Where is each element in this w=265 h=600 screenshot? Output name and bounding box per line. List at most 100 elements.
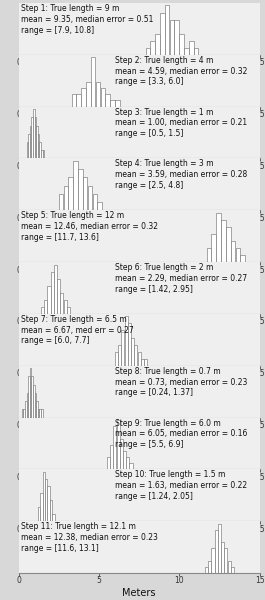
Bar bbox=[150, 41, 155, 55]
Bar bbox=[59, 194, 63, 210]
Bar bbox=[221, 220, 226, 262]
Bar bbox=[64, 300, 67, 314]
Text: Step 1: True length = 9 m
mean = 9.35, median error = 0.51
range = [7.9, 10.8]: Step 1: True length = 9 m mean = 9.35, m… bbox=[21, 4, 153, 35]
Bar bbox=[25, 401, 26, 418]
Text: Step 7: True length = 6.5 m
mean = 6.67, med err = 0.27
range = [6.0, 7.7]: Step 7: True length = 6.5 m mean = 6.67,… bbox=[21, 315, 134, 346]
Bar bbox=[33, 385, 34, 418]
Bar bbox=[38, 134, 39, 158]
Bar bbox=[92, 194, 97, 210]
Bar bbox=[130, 463, 132, 469]
Bar bbox=[224, 548, 227, 573]
Bar bbox=[30, 368, 31, 418]
Bar bbox=[218, 524, 221, 573]
Bar bbox=[96, 82, 100, 107]
Bar bbox=[43, 472, 45, 521]
Bar bbox=[207, 248, 211, 262]
Bar bbox=[26, 142, 28, 158]
Bar bbox=[189, 41, 193, 55]
Bar bbox=[97, 202, 102, 210]
Bar bbox=[91, 57, 95, 107]
Bar bbox=[44, 300, 47, 314]
Bar bbox=[52, 514, 55, 521]
Bar bbox=[211, 548, 215, 573]
Bar bbox=[236, 248, 240, 262]
Bar bbox=[117, 420, 120, 469]
Bar bbox=[57, 278, 60, 314]
Bar bbox=[216, 213, 221, 262]
Bar bbox=[123, 451, 126, 469]
Bar bbox=[144, 359, 147, 366]
Bar bbox=[110, 445, 113, 469]
Bar bbox=[134, 344, 137, 366]
Bar bbox=[41, 409, 43, 418]
Text: Step 11: True length = 12.1 m
mean = 12.38, median error = 0.23
range = [11.6, 1: Step 11: True length = 12.1 m mean = 12.… bbox=[21, 522, 158, 553]
Bar bbox=[35, 118, 36, 158]
Bar bbox=[121, 331, 125, 366]
Bar bbox=[155, 34, 160, 55]
Bar bbox=[72, 94, 76, 107]
Bar bbox=[211, 234, 216, 262]
Bar bbox=[88, 185, 92, 210]
Bar bbox=[194, 48, 198, 55]
Bar bbox=[231, 567, 234, 573]
Bar bbox=[40, 493, 43, 521]
Bar bbox=[226, 227, 231, 262]
Bar bbox=[231, 241, 235, 262]
Bar bbox=[208, 560, 211, 573]
Bar bbox=[205, 567, 208, 573]
Bar bbox=[32, 118, 33, 158]
Bar bbox=[215, 530, 218, 573]
Bar bbox=[128, 323, 131, 366]
Bar bbox=[26, 393, 28, 418]
Bar bbox=[51, 272, 54, 314]
Bar bbox=[125, 316, 128, 366]
Bar bbox=[240, 255, 245, 262]
Bar bbox=[83, 178, 87, 210]
Bar bbox=[105, 94, 110, 107]
Bar bbox=[23, 409, 25, 418]
Bar bbox=[81, 88, 86, 107]
Bar bbox=[64, 185, 68, 210]
Bar bbox=[86, 82, 91, 107]
Bar bbox=[39, 142, 41, 158]
Bar bbox=[184, 48, 189, 55]
Bar bbox=[118, 344, 121, 366]
Bar bbox=[36, 125, 38, 158]
X-axis label: Meters: Meters bbox=[122, 587, 156, 598]
Text: Step 10: True length = 1.5 m
mean = 1.63, median error = 0.22
range = [1.24, 2.0: Step 10: True length = 1.5 m mean = 1.63… bbox=[115, 470, 247, 501]
Text: Step 4: True length = 3 m
mean = 3.59, median error = 0.28
range = [2.5, 4.8]: Step 4: True length = 3 m mean = 3.59, m… bbox=[115, 160, 247, 190]
Bar bbox=[228, 560, 231, 573]
Bar bbox=[43, 150, 44, 158]
Bar bbox=[47, 286, 51, 314]
Bar bbox=[115, 352, 118, 366]
Bar bbox=[107, 457, 110, 469]
Bar bbox=[179, 34, 184, 55]
Bar bbox=[165, 5, 169, 55]
Bar bbox=[100, 88, 105, 107]
Bar bbox=[38, 507, 40, 521]
Bar bbox=[113, 426, 116, 469]
Bar bbox=[28, 134, 30, 158]
Bar bbox=[221, 542, 224, 573]
Bar bbox=[78, 169, 83, 210]
Bar bbox=[50, 500, 52, 521]
Bar bbox=[145, 48, 150, 55]
Bar bbox=[170, 20, 174, 55]
Bar bbox=[115, 100, 120, 107]
Bar bbox=[67, 307, 70, 314]
Bar bbox=[160, 13, 165, 55]
Bar bbox=[174, 20, 179, 55]
Bar bbox=[54, 265, 57, 314]
Bar bbox=[36, 401, 38, 418]
Bar bbox=[30, 125, 31, 158]
Bar bbox=[141, 359, 144, 366]
Text: Step 6: True length = 2 m
mean = 2.29, median error = 0.27
range = [1.42, 2.95]: Step 6: True length = 2 m mean = 2.29, m… bbox=[115, 263, 247, 293]
Bar bbox=[47, 486, 50, 521]
Text: Step 3: True length = 1 m
mean = 1.00, median error = 0.21
range = [0.5, 1.5]: Step 3: True length = 1 m mean = 1.00, m… bbox=[115, 107, 247, 138]
Text: Step 9: True length = 6.0 m
mean = 6.05, median error = 0.16
range = [5.5, 6.9]: Step 9: True length = 6.0 m mean = 6.05,… bbox=[115, 419, 248, 449]
Bar bbox=[68, 178, 73, 210]
Bar bbox=[73, 161, 78, 210]
Bar bbox=[33, 109, 34, 158]
Bar bbox=[32, 376, 33, 418]
Bar bbox=[131, 338, 134, 366]
